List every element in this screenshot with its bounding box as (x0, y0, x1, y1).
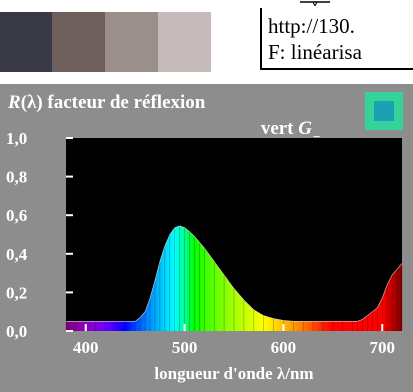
color-swatch-1 (0, 12, 52, 72)
x-tick-label: 600 (271, 338, 297, 357)
x-tick-label: 500 (172, 338, 198, 357)
reflectance-chart: R(λ) facteur de réflexion vert G − 0,00,… (6, 92, 403, 383)
color-swatch-3 (105, 12, 158, 72)
chart-subtitle: vert G (261, 118, 312, 139)
url-text: http://130. (268, 14, 355, 38)
x-axis: 400 500 600 700 (73, 324, 395, 357)
chart-subtitle-sub: − (313, 129, 320, 144)
caret-down-icon (300, 1, 330, 6)
y-tick-label: 0,8 (6, 168, 27, 187)
subtitle-text: F: linéarisa (268, 40, 362, 64)
chart-title: R(λ) facteur de réflexion (7, 92, 206, 113)
color-swatch-2 (52, 12, 105, 72)
x-axis-label: longueur d'onde λ/nm (154, 364, 313, 383)
color-swatch-5 (211, 12, 260, 72)
y-tick-label: 0,0 (6, 322, 27, 341)
x-tick-label: 400 (73, 338, 99, 357)
x-tick-label: 700 (369, 338, 395, 357)
sample-patch-inner (374, 101, 394, 121)
header-strip: http://130. F: linéarisa (0, 0, 413, 84)
y-tick-label: 1,0 (6, 129, 27, 148)
y-tick-label: 0,6 (6, 206, 27, 225)
chart-panel: R(λ) facteur de réflexion vert G − 0,0 0,… (0, 84, 413, 392)
series-line (66, 225, 403, 322)
url-box: http://130. F: linéarisa (260, 8, 413, 70)
y-tick-label: 0,4 (6, 245, 28, 264)
color-swatch-4 (158, 12, 211, 72)
y-axis: 0,0 0,2 0,4 0,6 0,8 1,0 (6, 129, 73, 341)
y-tick-label: 0,2 (6, 283, 27, 302)
